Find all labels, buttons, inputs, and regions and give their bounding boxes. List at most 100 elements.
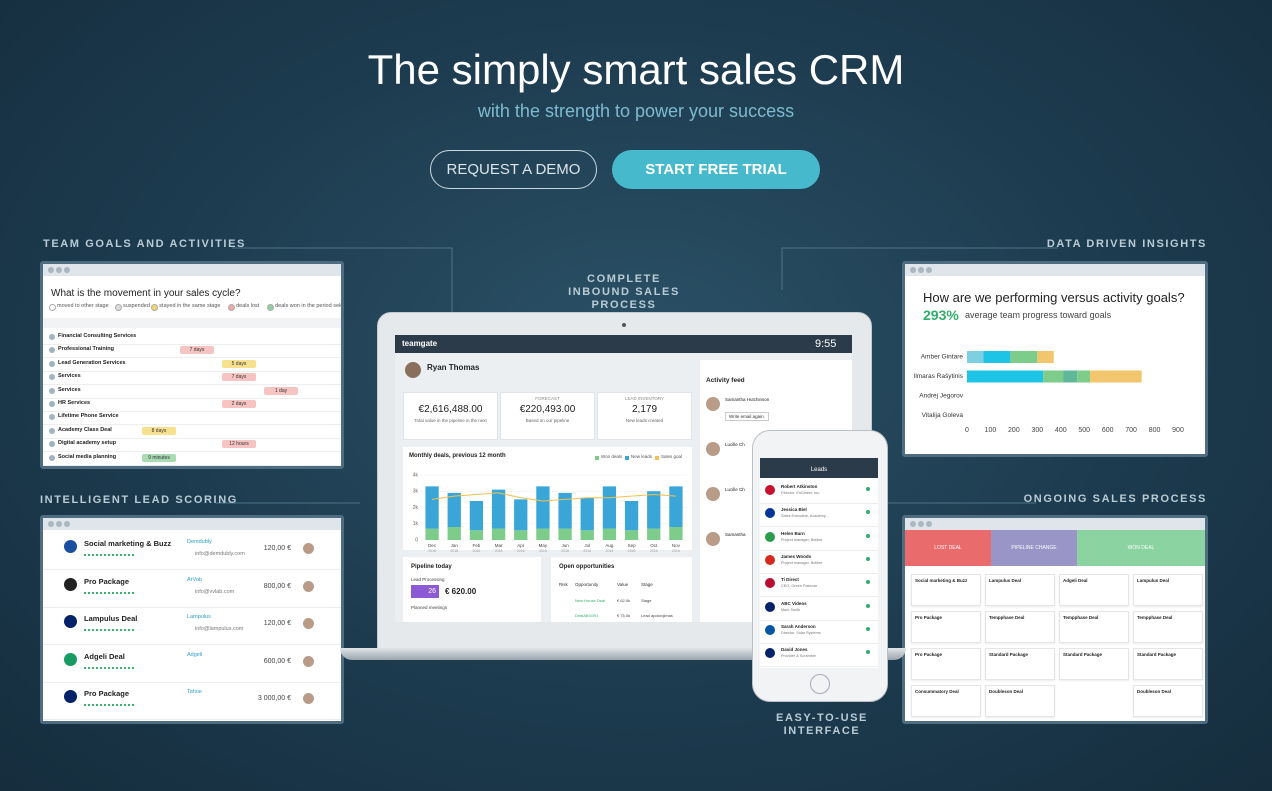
kpi-value: €220,493.00 — [519, 404, 576, 415]
deal-name: Services — [58, 386, 81, 393]
bar — [647, 528, 661, 540]
feed-name: Samantha — [725, 532, 746, 537]
bar — [558, 528, 572, 540]
deal-name: Pro Package — [84, 576, 130, 586]
email: info@vvlab.com — [195, 588, 235, 595]
deal-name: Standard Package — [1063, 652, 1103, 657]
status-dot — [866, 650, 870, 655]
legend-swatch — [228, 304, 236, 311]
home-button — [810, 674, 830, 694]
y-tick-label: 2k — [413, 505, 419, 511]
stage-chip: 5 days — [222, 359, 256, 368]
stage-chip: 7 days — [180, 346, 214, 355]
bar-segment — [1063, 370, 1078, 383]
status-dot — [866, 580, 870, 585]
deal-name: Doubleson Deal — [1137, 689, 1172, 694]
deal-name: Lampulus Deal — [989, 578, 1022, 583]
lead-role: Sales Executive, Academy... — [781, 514, 829, 519]
bar — [491, 528, 506, 540]
lead-name: Robert Atkinston — [781, 484, 818, 489]
row-line — [760, 549, 878, 551]
kpi-note: Based on our pipeline — [525, 418, 570, 423]
trial-button[interactable]: START FREE TRIAL — [612, 150, 820, 189]
feed-name: Samantha Hutchinson — [725, 397, 770, 402]
deal-name: Tempphase Deal — [989, 615, 1025, 620]
deal-card — [911, 574, 981, 606]
x-tick-label: May — [539, 543, 548, 548]
stage-header — [1077, 530, 1205, 566]
lead-role: Project manager, Botline — [781, 560, 823, 565]
deal-name: Pro Package — [915, 615, 943, 620]
deal-name: Financial Consulting Services — [58, 333, 137, 339]
deal-name: Services — [58, 373, 81, 380]
opps-cell: Stage — [641, 598, 652, 603]
deal-card — [1059, 648, 1129, 680]
opps-cell: DealABG091 — [575, 613, 599, 618]
stage-chip: 12 hours — [222, 440, 256, 449]
bar-segment — [1090, 370, 1142, 383]
row-line — [760, 526, 878, 528]
lead-name: Sarah Anderson — [781, 623, 816, 629]
percent: 293% — [923, 307, 959, 323]
callout: ONGOING SALES PROCESS — [1023, 493, 1207, 505]
row-line — [760, 666, 878, 668]
camera — [622, 323, 626, 327]
chart: 01k2k3k4kDec2015Jan2016Feb2016Mar2016Apr… — [413, 472, 687, 553]
x-tick-label: Jan — [451, 543, 459, 548]
deal-name: Social marketing & Buzz — [84, 539, 172, 548]
deal-name: Lampulus Deal — [84, 614, 138, 623]
feed-avatar — [706, 442, 720, 456]
person-name: Amber Gintare — [921, 354, 964, 361]
deal-card — [985, 685, 1055, 717]
chart-title: Monthly deals, previous 12 month — [409, 453, 506, 459]
bar — [624, 530, 639, 540]
flag — [765, 554, 775, 565]
callout: TEAM GOALS AND ACTIVITIES — [43, 238, 246, 250]
deal-name: Standard Package — [1137, 652, 1177, 657]
connector — [781, 247, 1058, 290]
lead-role: CEO, Green Palomar — [781, 584, 818, 589]
bar-segment — [1010, 351, 1038, 363]
legend-swatch — [115, 304, 122, 311]
flag — [64, 615, 77, 628]
bar — [514, 499, 528, 531]
window-bar — [43, 518, 341, 530]
company: Demdubly — [187, 539, 212, 545]
kpi-label: FORECAST — [535, 396, 560, 401]
x-tick-year: 2016 — [650, 549, 658, 553]
row-line — [43, 357, 341, 359]
lead-role: Mark Smith — [781, 607, 801, 612]
window-bar — [905, 518, 1205, 530]
lead-name: Jessica Biel — [781, 507, 807, 513]
legend-item: stayed in the same stage — [159, 303, 221, 309]
callout: EASY-TO-USE INTERFACE — [776, 712, 868, 737]
feed-avatar — [706, 397, 720, 411]
deal-card — [985, 611, 1055, 643]
row-line — [43, 397, 341, 399]
bar — [425, 528, 439, 540]
lead-role: Director, Solar Systems — [781, 630, 821, 635]
status-dot — [866, 603, 870, 608]
bar — [580, 530, 594, 540]
flag — [765, 508, 775, 519]
pipeline-stage: Lead Processing — [411, 577, 445, 582]
score-dots — [84, 591, 134, 597]
x-tick-year: 2016 — [539, 549, 547, 553]
x-tick-year: 2016 — [450, 549, 458, 553]
feed-action: Write email again. — [725, 412, 769, 421]
legend-item: Won deals — [601, 454, 623, 459]
kpi-note: New leads created — [625, 418, 664, 423]
bar — [491, 489, 506, 529]
bar — [624, 501, 639, 531]
x-tick-year: 2016 — [672, 549, 680, 553]
x-tick-label: Jun — [561, 543, 569, 548]
amount: 3 000,00 € — [257, 695, 291, 702]
row-line — [43, 344, 341, 345]
phone-title: Leads — [810, 467, 828, 473]
demo-button[interactable]: REQUEST A DEMO — [430, 150, 597, 189]
score-dots — [84, 629, 134, 634]
bar-segment — [983, 351, 1011, 363]
row-line — [43, 411, 341, 412]
deal-name: Professional Training — [58, 346, 114, 353]
